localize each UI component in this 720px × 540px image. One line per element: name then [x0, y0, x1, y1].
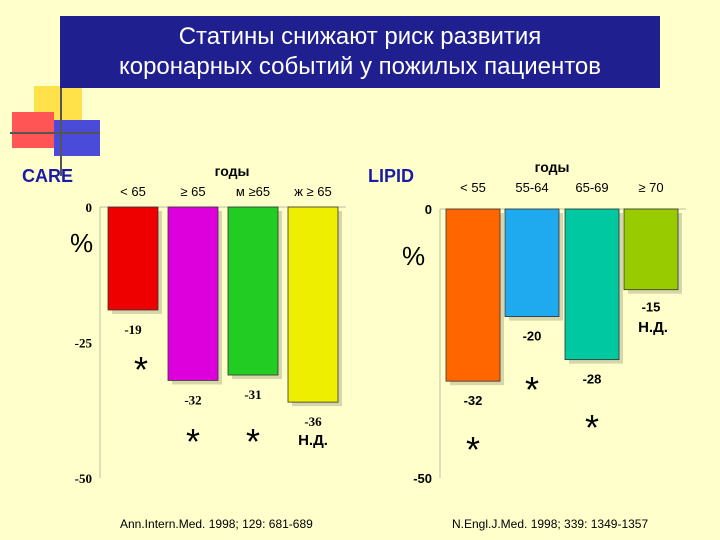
title-banner: Статины снижают риск развития коронарных… — [60, 16, 660, 88]
care-significance-star: * — [246, 421, 260, 462]
lipid-bar — [564, 208, 620, 361]
care-unit-label: % — [70, 228, 93, 258]
care-ytick-label: -50 — [75, 471, 92, 486]
care-bar — [287, 206, 339, 403]
lipid-category-label: 55-64 — [515, 180, 548, 195]
care-value-label: -19 — [124, 322, 142, 337]
lipid-value-label: -20 — [523, 329, 542, 344]
title-line-2: коронарных событий у пожилых пациентов — [118, 53, 602, 80]
lipid-bar — [445, 208, 501, 382]
care-note-label: Н.Д. — [298, 432, 328, 449]
lipid-value-label: -32 — [464, 393, 483, 408]
lipid-category-label: ≥ 70 — [638, 180, 663, 195]
care-ytick-label: -25 — [75, 336, 93, 351]
lipid-significance-star: * — [466, 429, 480, 470]
lipid-note-label: Н.Д. — [638, 319, 668, 336]
care-value-label: -32 — [184, 392, 201, 407]
deco-red-square — [12, 112, 54, 148]
care-study-label: CARE — [22, 166, 73, 186]
lipid-ytick-label: 0 — [425, 202, 432, 217]
lipid-bar — [504, 208, 560, 317]
lipid-significance-star: * — [525, 369, 539, 410]
deco-vertical-line — [60, 86, 62, 176]
deco-horizontal-line — [10, 132, 100, 134]
lipid-study-label: LIPID — [368, 166, 414, 186]
care-ytick-label: 0 — [86, 200, 93, 215]
lipid-value-label: -15 — [642, 300, 661, 315]
title-line-1: Статины снижают риск развития — [178, 23, 542, 50]
lipid-reference: N.Engl.J.Med. 1998; 339: 1349-1357 — [452, 517, 649, 531]
care-category-label: ж ≥ 65 — [294, 184, 332, 199]
lipid-category-label: 65-69 — [575, 180, 608, 195]
care-category-label: м ≥65 — [236, 184, 270, 199]
lipid-bar — [623, 208, 679, 291]
care-significance-star: * — [186, 421, 200, 462]
care-header-label: годы — [215, 163, 250, 179]
care-category-label: ≥ 65 — [180, 184, 205, 199]
lipid-value-label: -28 — [583, 372, 602, 387]
lipid-unit-label: % — [402, 241, 425, 271]
care-value-label: -36 — [304, 414, 322, 429]
lipid-ytick-label: -50 — [413, 471, 432, 486]
care-bar — [107, 206, 159, 311]
lipid-category-label: < 55 — [460, 180, 486, 195]
care-bar — [227, 206, 279, 376]
care-category-label: < 65 — [120, 184, 146, 199]
care-significance-star: * — [134, 349, 148, 390]
lipid-significance-star: * — [585, 407, 599, 448]
care-value-label: -31 — [244, 387, 261, 402]
care-bar — [167, 206, 219, 381]
care-reference: Ann.Intern.Med. 1998; 129: 681-689 — [120, 517, 313, 531]
lipid-header-label: годы — [535, 159, 570, 175]
